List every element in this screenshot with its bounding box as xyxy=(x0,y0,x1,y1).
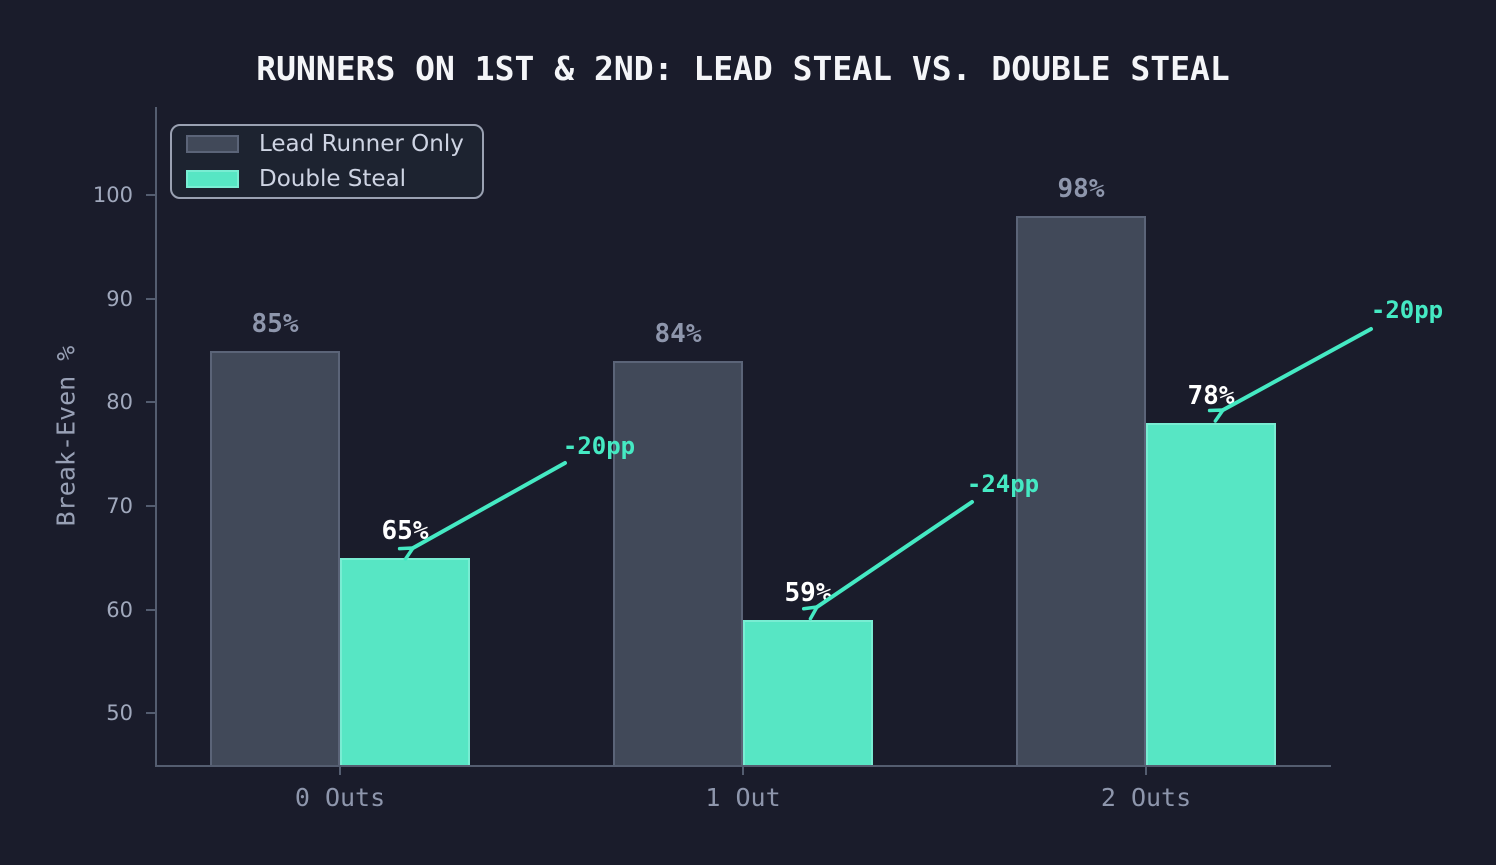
x-tick-label-2-outs: 2 Outs xyxy=(1100,783,1192,812)
x-tick-mark xyxy=(1145,767,1147,775)
chart-title: RUNNERS ON 1ST & 2ND: LEAD STEAL VS. DOU… xyxy=(256,49,1230,88)
legend-item-lead-runner-only: Lead Runner Only xyxy=(186,131,468,157)
bar-double-steal-0-outs xyxy=(340,557,470,765)
annotation-arrow xyxy=(1207,327,1373,423)
y-tick-mark xyxy=(146,504,155,507)
annotation--20pp: -20pp xyxy=(1370,296,1444,324)
legend-item-double-steal: Double Steal xyxy=(186,166,468,192)
bar-value-label: 98% xyxy=(1057,173,1105,204)
bar-value-label: 85% xyxy=(251,308,299,339)
y-tick-mark xyxy=(146,608,155,611)
legend: Lead Runner Only Double Steal xyxy=(170,124,484,199)
bar-double-steal-1-out xyxy=(743,619,873,765)
bar-lead-runner-only-0-outs xyxy=(210,350,340,765)
annotation-arrow xyxy=(397,461,567,561)
bar-lead-runner-only-1-out xyxy=(613,360,743,765)
y-tick-mark xyxy=(146,712,155,715)
y-tick-mark xyxy=(146,297,155,300)
bar-value-label: 78% xyxy=(1187,381,1235,412)
y-tick-label: 60 xyxy=(106,597,133,622)
annotation--24pp: -24pp xyxy=(966,470,1040,498)
x-axis-line xyxy=(155,765,1331,767)
legend-swatch-double-steal xyxy=(186,170,239,188)
y-tick-label: 50 xyxy=(106,701,133,726)
x-tick-mark xyxy=(742,767,744,775)
x-tick-mark xyxy=(339,767,341,775)
annotation-arrow xyxy=(801,500,974,621)
x-tick-label-1-out: 1 Out xyxy=(705,783,781,812)
y-axis-line xyxy=(155,107,157,767)
legend-swatch-lead-runner-only xyxy=(186,135,239,153)
y-tick-label: 80 xyxy=(106,390,133,415)
annotation--20pp: -20pp xyxy=(562,432,636,460)
legend-label: Double Steal xyxy=(259,166,407,192)
y-tick-label: 70 xyxy=(106,493,133,518)
y-tick-label: 90 xyxy=(106,286,133,311)
x-tick-label-0-outs: 0 Outs xyxy=(294,783,386,812)
bar-lead-runner-only-2-outs xyxy=(1016,215,1146,765)
bar-double-steal-2-outs xyxy=(1146,423,1276,765)
y-tick-label: 100 xyxy=(92,183,133,208)
bar-value-label: 65% xyxy=(381,515,429,546)
y-tick-mark xyxy=(146,194,155,197)
legend-label: Lead Runner Only xyxy=(259,131,464,157)
y-tick-mark xyxy=(146,401,155,404)
bar-value-label: 84% xyxy=(654,318,702,349)
bar-value-label: 59% xyxy=(784,577,832,608)
